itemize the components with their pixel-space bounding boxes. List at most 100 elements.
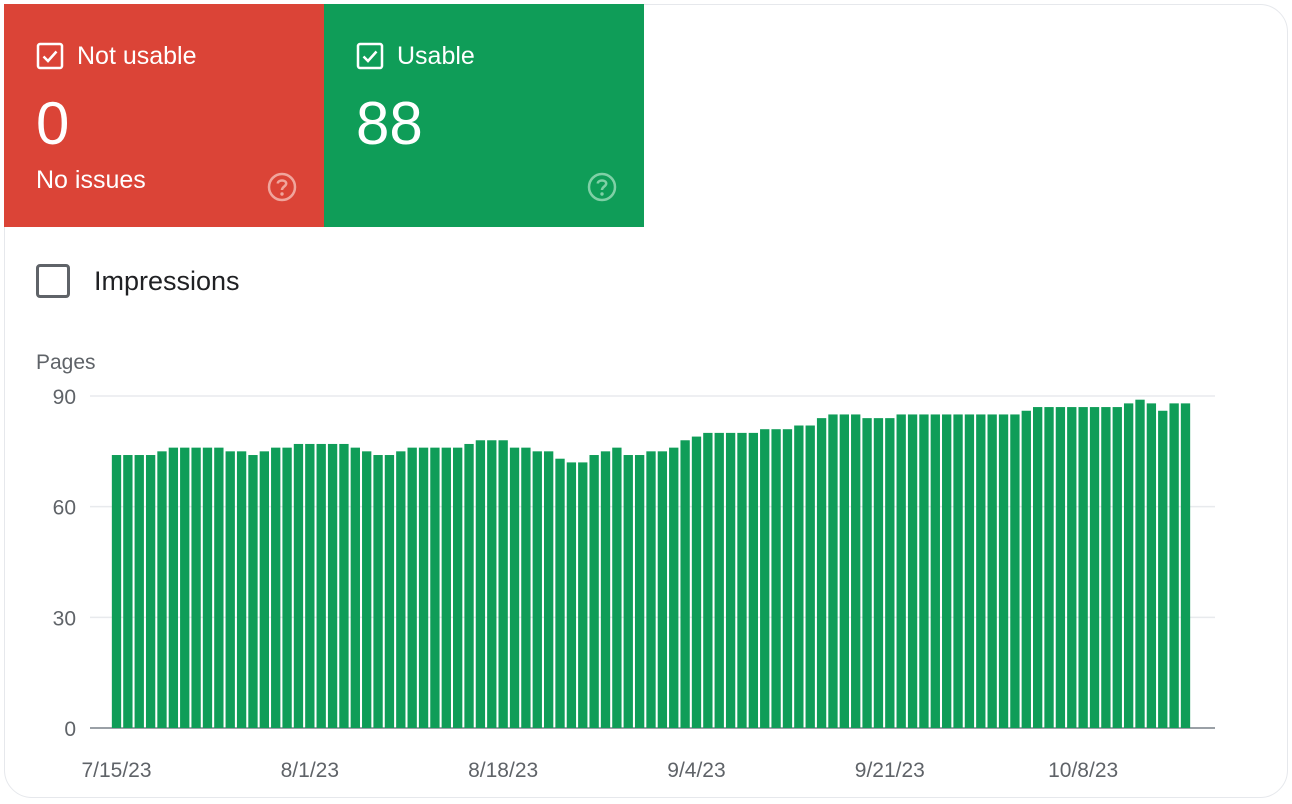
bar[interactable]	[157, 451, 167, 728]
bar[interactable]	[760, 429, 770, 728]
bar[interactable]	[725, 432, 736, 728]
bar[interactable]	[942, 414, 952, 728]
bar[interactable]	[509, 447, 520, 728]
bar[interactable]	[1078, 407, 1088, 728]
bar[interactable]	[1112, 407, 1122, 728]
bar[interactable]	[339, 443, 349, 728]
bar[interactable]	[453, 447, 463, 728]
help-icon[interactable]	[266, 171, 298, 203]
bar[interactable]	[987, 414, 997, 728]
bar[interactable]	[703, 432, 713, 728]
bar[interactable]	[998, 414, 1009, 728]
bar[interactable]	[1044, 407, 1054, 728]
bar[interactable]	[1067, 407, 1077, 728]
usable-card[interactable]: Usable 88	[324, 4, 644, 227]
bar[interactable]	[1180, 403, 1191, 728]
bar[interactable]	[612, 447, 622, 728]
bar[interactable]	[748, 432, 759, 728]
bar[interactable]	[327, 443, 338, 728]
bar[interactable]	[669, 447, 679, 728]
bar[interactable]	[282, 447, 292, 728]
help-icon[interactable]	[586, 171, 618, 203]
bar[interactable]	[464, 443, 474, 728]
bar[interactable]	[475, 440, 486, 728]
bar[interactable]	[885, 418, 895, 728]
bar[interactable]	[896, 414, 906, 728]
bar[interactable]	[373, 455, 383, 728]
bar[interactable]	[202, 447, 213, 728]
bar[interactable]	[543, 451, 554, 728]
bar[interactable]	[362, 451, 372, 728]
bar[interactable]	[566, 462, 577, 728]
bar[interactable]	[930, 414, 940, 728]
bar[interactable]	[805, 425, 815, 728]
bar[interactable]	[293, 443, 304, 728]
bar[interactable]	[1123, 403, 1134, 728]
bar[interactable]	[111, 455, 122, 728]
bar[interactable]	[1032, 407, 1043, 728]
bar[interactable]	[873, 418, 884, 728]
bar[interactable]	[839, 414, 849, 728]
bar[interactable]	[862, 418, 872, 728]
bar[interactable]	[407, 447, 417, 728]
bar[interactable]	[487, 440, 497, 728]
bar[interactable]	[248, 455, 258, 728]
bar[interactable]	[657, 451, 668, 728]
bar[interactable]	[589, 455, 599, 728]
bar[interactable]	[418, 447, 429, 728]
bar[interactable]	[532, 451, 542, 728]
bar[interactable]	[236, 451, 247, 728]
bar[interactable]	[919, 414, 929, 728]
bar[interactable]	[680, 440, 690, 728]
bar[interactable]	[964, 414, 975, 728]
bar[interactable]	[134, 455, 144, 728]
not-usable-card[interactable]: Not usable 0 No issues	[4, 4, 324, 227]
bar[interactable]	[1089, 407, 1100, 728]
bar[interactable]	[180, 447, 190, 728]
bar[interactable]	[384, 455, 395, 728]
bar[interactable]	[1135, 399, 1145, 728]
bar[interactable]	[555, 458, 565, 728]
bar[interactable]	[953, 414, 963, 728]
bar[interactable]	[191, 447, 201, 728]
bar[interactable]	[828, 414, 838, 728]
bar[interactable]	[305, 443, 315, 728]
bar[interactable]	[271, 447, 281, 728]
bar[interactable]	[600, 451, 611, 728]
bar[interactable]	[1055, 407, 1066, 728]
impressions-checkbox[interactable]	[36, 264, 70, 298]
bar[interactable]	[350, 447, 360, 728]
checkbox-checked-icon[interactable]	[356, 42, 384, 70]
bar[interactable]	[691, 436, 702, 728]
bar[interactable]	[816, 418, 827, 728]
bar[interactable]	[1021, 410, 1031, 728]
bar[interactable]	[782, 429, 793, 728]
bar[interactable]	[1158, 410, 1168, 728]
bar[interactable]	[634, 455, 645, 728]
bar[interactable]	[123, 455, 133, 728]
bar[interactable]	[498, 440, 508, 728]
bar[interactable]	[714, 432, 724, 728]
bar[interactable]	[396, 451, 406, 728]
bar[interactable]	[646, 451, 656, 728]
bar[interactable]	[976, 414, 986, 728]
bar[interactable]	[316, 443, 326, 728]
bar[interactable]	[737, 432, 747, 728]
bar[interactable]	[430, 447, 440, 728]
bar[interactable]	[907, 414, 918, 728]
bar[interactable]	[214, 447, 224, 728]
bar[interactable]	[521, 447, 531, 728]
bar[interactable]	[1010, 414, 1020, 728]
bar[interactable]	[794, 425, 804, 728]
bar[interactable]	[1101, 407, 1111, 728]
bar[interactable]	[145, 455, 156, 728]
bar[interactable]	[259, 451, 270, 728]
bar[interactable]	[623, 455, 633, 728]
impressions-toggle[interactable]: Impressions	[36, 261, 240, 301]
bar[interactable]	[771, 429, 781, 728]
bar[interactable]	[225, 451, 235, 728]
bar[interactable]	[1146, 403, 1157, 728]
bar[interactable]	[441, 447, 451, 728]
checkbox-checked-icon[interactable]	[36, 42, 64, 70]
bar[interactable]	[851, 414, 861, 728]
